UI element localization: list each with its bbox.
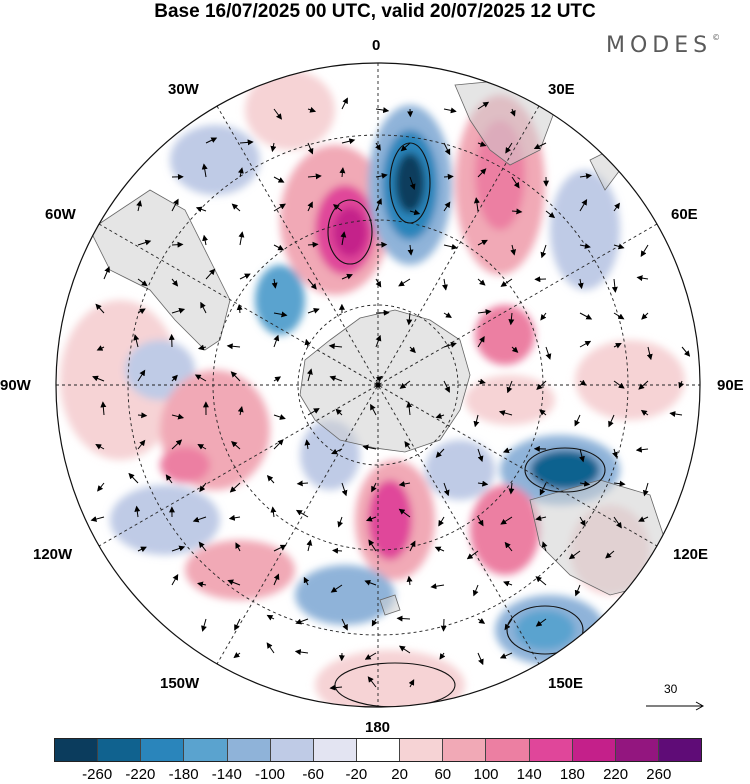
- anomaly-neg: [110, 485, 220, 555]
- lon-label-0: 0: [372, 38, 380, 54]
- colorbar-tick-label: -60: [302, 766, 324, 783]
- colorbar-tick-label: -140: [212, 766, 242, 783]
- colorbar-tick-label: 60: [434, 766, 451, 783]
- anomaly-neg: [425, 440, 495, 500]
- wind-arrow: [444, 619, 445, 631]
- wind-arrow: [308, 244, 318, 245]
- colorbar-swatch: [615, 739, 658, 761]
- anomaly-pos: [475, 305, 535, 365]
- lon-label-30w: 30W: [168, 82, 199, 98]
- anomaly-neg: [170, 125, 260, 195]
- anomaly-neg: [550, 170, 620, 290]
- colorbar-swatch: [313, 739, 356, 761]
- colorbar-tick-label: 260: [646, 766, 671, 783]
- lon-label-60e: 60E: [671, 207, 698, 223]
- anomaly-pos-core: [333, 207, 367, 257]
- lon-label-60w: 60W: [45, 207, 76, 223]
- colorbar-swatch: [442, 739, 485, 761]
- vector-scale: 30: [644, 682, 706, 712]
- colorbar-swatch: [572, 739, 615, 761]
- lon-label-120e: 120E: [673, 547, 708, 563]
- anomaly-neg: [515, 610, 575, 650]
- anomaly-pos: [315, 650, 465, 720]
- polar-map: [0, 0, 750, 735]
- colorbar-tick-label: 180: [560, 766, 585, 783]
- wind-arrow: [333, 550, 342, 551]
- anomaly-neg: [255, 265, 305, 335]
- vector-scale-arrow: [644, 682, 706, 712]
- anomaly-pos: [245, 70, 335, 150]
- colorbar-tick-label: -20: [346, 766, 368, 783]
- lon-label-30e: 30E: [548, 82, 575, 98]
- anomaly-neg: [295, 565, 395, 625]
- anomaly-neg-core: [395, 153, 425, 213]
- lon-label-150e: 150E: [548, 676, 583, 692]
- colorbar-tick-label: 140: [517, 766, 542, 783]
- anomaly-pos: [575, 340, 685, 420]
- colorbar: [54, 738, 702, 762]
- colorbar-tick-label: 20: [391, 766, 408, 783]
- colorbar-tick-label: 220: [603, 766, 628, 783]
- colorbar-tick-label: -220: [125, 766, 155, 783]
- colorbar-swatch: [140, 739, 183, 761]
- colorbar-swatch: [55, 739, 97, 761]
- anomaly-pos: [465, 375, 555, 425]
- lon-label-180: 180: [365, 720, 390, 736]
- colorbar-swatch: [183, 739, 226, 761]
- lon-label-150w: 150W: [160, 676, 199, 692]
- lon-label-90w: 90W: [0, 378, 31, 394]
- colorbar-swatch: [485, 739, 528, 761]
- colorbar-swatch: [270, 739, 313, 761]
- colorbar-tick-label: 100: [473, 766, 498, 783]
- colorbar-swatch: [97, 739, 140, 761]
- wind-arrow: [172, 244, 183, 245]
- wind-arrow: [398, 618, 411, 619]
- colorbar-swatch: [399, 739, 442, 761]
- colorbar-tick-label: -180: [169, 766, 199, 783]
- colorbar-swatch: [529, 739, 572, 761]
- lon-label-90e: 90E: [717, 378, 744, 394]
- colorbar-swatch: [227, 739, 270, 761]
- colorbar-swatch: [658, 739, 701, 761]
- south-pole-marker: [376, 383, 381, 388]
- colorbar-labels: -260 -220 -180 -140 -100 -60 -20 20 60 100 140 180 2…: [0, 766, 750, 784]
- colorbar-swatch: [356, 739, 399, 761]
- lon-label-120w: 120W: [33, 547, 72, 563]
- wind-arrow: [444, 176, 453, 177]
- anomaly-pos: [470, 485, 540, 575]
- colorbar-tick-label: -260: [82, 766, 112, 783]
- wind-arrow: [138, 415, 146, 416]
- colorbar-tick-label: -100: [255, 766, 285, 783]
